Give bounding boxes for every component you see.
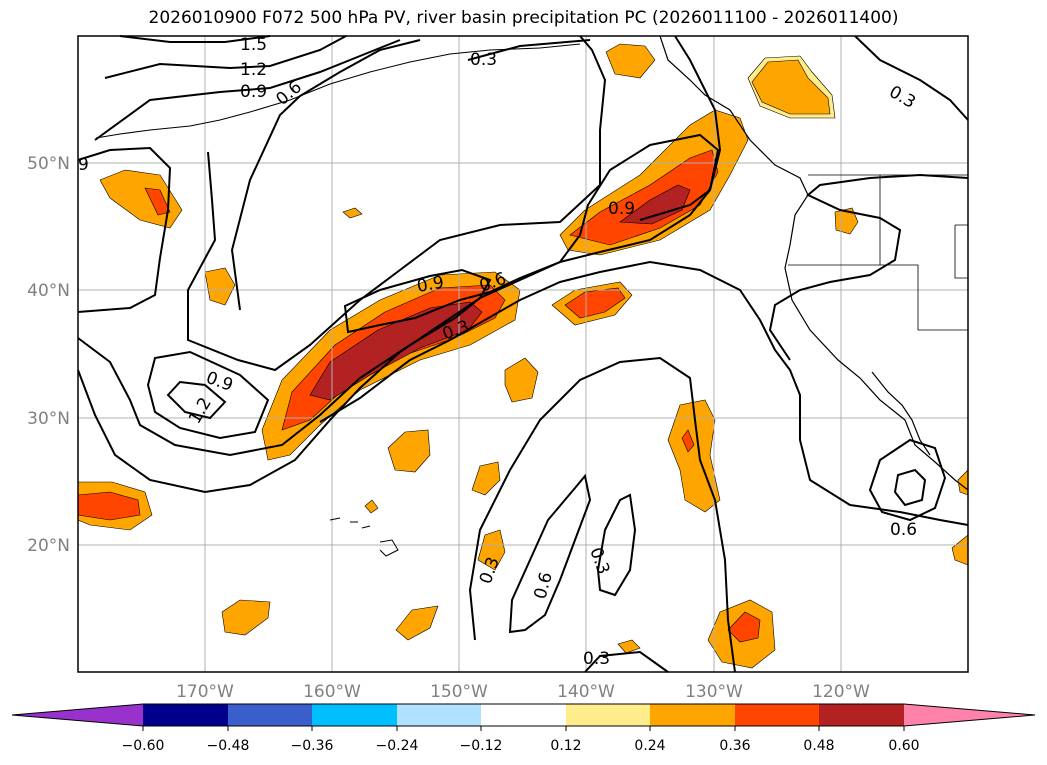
contour-label: 0.9 — [415, 273, 445, 297]
contour-0-6-outer — [187, 35, 607, 372]
colorbar-tick-label: 0.36 — [719, 738, 750, 754]
contour-0-6-main — [77, 35, 722, 494]
contour-0-6-bay — [768, 173, 969, 361]
contour-label: 0.6 — [890, 520, 917, 540]
positive-blob-west-core — [144, 187, 171, 216]
contour-0-3-south-inner — [596, 493, 637, 597]
lon-label: 140°W — [557, 682, 615, 702]
contour-label: 0.9 — [240, 82, 267, 102]
gridlines — [78, 36, 968, 672]
colorbar-segment — [566, 704, 650, 726]
state-border-4 — [954, 224, 968, 279]
contour-label: 1.5 — [240, 35, 267, 55]
colorbar-tick-label: 0.60 — [888, 738, 919, 754]
contour-0-6-east — [868, 438, 947, 522]
lat-label: 40°N — [27, 281, 70, 301]
colorbar-segment — [650, 704, 735, 726]
contour-closed-0-9 — [146, 350, 270, 440]
negative-blob-1 — [387, 429, 431, 473]
contour-0-6-north — [230, 39, 421, 311]
longitude-labels: 170°W 160°W 150°W 140°W 130°W 120°W — [176, 682, 870, 702]
negative-blob-north — [605, 43, 656, 79]
contour-0-6-south — [508, 473, 592, 634]
contour-0-3-ne — [854, 35, 969, 121]
hawaii-islands — [329, 517, 399, 557]
contour-0-9-west — [77, 146, 172, 313]
colorbar-tick-label: −0.12 — [460, 738, 503, 754]
baja-coast — [871, 371, 931, 456]
lon-label: 120°W — [812, 682, 870, 702]
alaska-coast — [95, 43, 581, 139]
coastlines — [95, 35, 969, 557]
map-panel: 1.5 1.2 0.9 0.6 0.3 0.9 0.3 0.9 0.6 0.9 … — [77, 35, 969, 673]
negative-blob-5 — [342, 207, 363, 219]
contour-label: 0.3 — [470, 50, 497, 70]
north-america-coast — [659, 35, 969, 491]
contour-0-3-south-outer — [468, 356, 736, 673]
negative-blob-3 — [221, 599, 271, 636]
positive-blob-mid-core — [564, 287, 626, 319]
contour-0-9-north — [94, 39, 401, 141]
colorbar-tick-label: 0.12 — [550, 738, 581, 754]
lon-label: 160°W — [303, 682, 361, 702]
contour-0-9-mid — [77, 133, 720, 457]
colorbar-tick-label: 0.24 — [634, 738, 665, 754]
map-frame — [77, 35, 969, 673]
map-background — [78, 36, 968, 672]
negative-blob-southeast-core — [727, 611, 761, 643]
colorbar-extend-high — [904, 704, 1035, 726]
colorbar-ticks — [142, 726, 905, 731]
contour-0-6-east-inner — [893, 468, 927, 507]
colorbar-tick-label: −0.48 — [207, 738, 250, 754]
colorbar-segment — [143, 704, 228, 726]
positive-blob-small-4 — [364, 499, 379, 514]
negative-blob-4 — [395, 605, 439, 641]
contour-0-3-north — [467, 39, 591, 61]
colorbar-segment — [397, 704, 481, 726]
positive-blob-small-1 — [204, 267, 236, 306]
contour-1-5 — [119, 35, 271, 43]
colorbar-segment — [819, 704, 904, 726]
contour-label: 1.2 — [240, 60, 267, 80]
contour-0-3-main — [319, 260, 969, 526]
contour-0-3-bottom — [584, 650, 669, 673]
precipitation-shading — [77, 43, 969, 669]
negative-band-core — [619, 184, 691, 225]
lon-label: 170°W — [176, 682, 234, 702]
positive-blob-small-2 — [504, 357, 539, 403]
colorbar-tick-label: −0.60 — [122, 738, 165, 754]
colorbar-segment — [312, 704, 397, 726]
lon-label: 130°W — [685, 682, 743, 702]
contour-label: 9 — [78, 155, 89, 175]
map-title: 2026010900 F072 500 hPa PV, river basin … — [148, 8, 899, 28]
colorbar-extend-low — [12, 704, 143, 726]
state-border-2 — [879, 175, 968, 331]
lat-label: 30°N — [27, 409, 70, 429]
colorbar-segment — [481, 704, 566, 726]
pv-contours — [77, 35, 969, 673]
lat-label: 20°N — [27, 536, 70, 556]
positive-blob-small-5 — [617, 639, 641, 654]
colorbar-segment — [735, 704, 819, 726]
latitude-labels: 20°N 30°N 40°N 50°N — [27, 154, 70, 556]
positive-blob-east-core — [681, 429, 695, 453]
contour-1-2 — [104, 35, 347, 79]
contour-label: 0.3 — [583, 649, 610, 669]
colorbar-tick-label: −0.24 — [376, 738, 419, 754]
contour-label: 0.9 — [608, 199, 635, 219]
contour-closed-1-2 — [166, 380, 227, 420]
lon-label: 150°W — [430, 682, 488, 702]
colorbar-tick-label: −0.36 — [291, 738, 334, 754]
colorbar-segment — [228, 704, 312, 726]
positive-blob-small-3 — [471, 461, 501, 496]
colorbar: −0.60 −0.48 −0.36 −0.24 −0.12 0.12 0.24 … — [11, 703, 1036, 754]
negative-blob-2 — [477, 529, 506, 571]
lat-label: 50°N — [27, 154, 70, 174]
positive-blob-northeast — [751, 59, 831, 115]
colorbar-tick-label: 0.48 — [803, 738, 834, 754]
